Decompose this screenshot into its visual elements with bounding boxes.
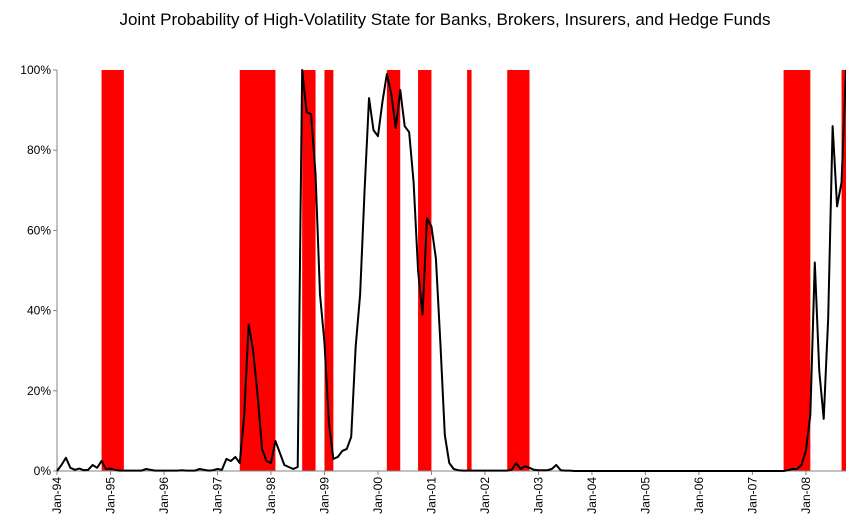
shaded-region: [507, 70, 530, 471]
shaded-region: [324, 70, 334, 471]
x-tick-label: Jan-08: [799, 477, 813, 514]
x-tick-label: Jan-96: [157, 477, 171, 514]
y-tick-label: 40%: [27, 304, 51, 318]
x-tick-label: Jan-02: [478, 477, 492, 514]
y-tick-label: 100%: [20, 63, 51, 77]
x-tick-label: Jan-94: [50, 477, 64, 514]
x-tick-label: Jan-95: [103, 477, 117, 514]
y-tick-label: 0%: [34, 464, 52, 478]
data-line: [56, 69, 846, 472]
shaded-region: [841, 70, 846, 471]
x-tick-label: Jan-97: [210, 477, 224, 514]
x-tick-label: Jan-06: [692, 477, 706, 514]
x-tick-label: Jan-99: [317, 477, 331, 514]
y-tick-label: 60%: [27, 223, 51, 237]
x-tick-label: Jan-98: [264, 477, 278, 514]
shaded-region: [101, 70, 124, 471]
shaded-region: [783, 70, 811, 471]
shaded-region: [386, 70, 401, 471]
chart-title: Joint Probability of High-Volatility Sta…: [119, 10, 771, 29]
y-tick-label: 20%: [27, 384, 51, 398]
shaded-region: [467, 70, 472, 471]
x-tick-label: Jan-05: [638, 477, 652, 514]
x-tick-label: Jan-00: [371, 477, 385, 514]
x-tick-label: Jan-01: [424, 477, 438, 514]
x-tick-label: Jan-03: [531, 477, 545, 514]
shaded-region: [302, 70, 316, 471]
x-tick-label: Jan-07: [745, 477, 759, 514]
y-tick-label: 80%: [27, 143, 51, 157]
x-tick-label: Jan-04: [585, 477, 599, 514]
